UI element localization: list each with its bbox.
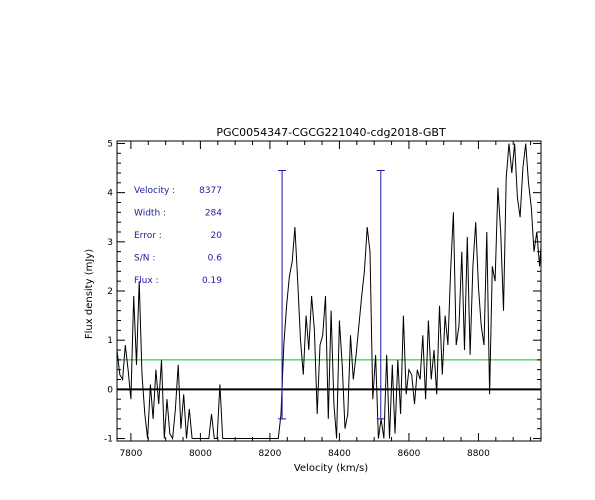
x-tick-label: 8800 (467, 449, 490, 459)
y-tick-label: 1 (107, 336, 113, 346)
x-tick-label: 8600 (397, 449, 420, 459)
y-tick-label: 4 (107, 189, 113, 199)
annotation-value: 284 (205, 209, 222, 219)
annotation-label: Width : (134, 209, 166, 219)
chart-title: PGC0054347-CGCG221040-cdg2018-GBT (216, 126, 446, 139)
velocity-markers (278, 170, 385, 420)
measurement-annotations: Velocity : 8377 Width : 284 Error : 20 S/N : 0.… (134, 186, 222, 286)
x-tick-label: 8400 (328, 449, 351, 459)
x-tick-label: 8200 (258, 449, 281, 459)
spectrum-line-0 (116, 143, 542, 441)
y-tick-label: 5 (107, 139, 113, 149)
y-tick-label: -1 (104, 435, 113, 445)
annotation-value: 0.19 (202, 276, 222, 286)
annotation-value: 0.6 (208, 254, 223, 264)
annotation-label: Error : (134, 231, 162, 241)
spectrum-series (116, 143, 542, 441)
plot-axes: 7800 8000 8200 8400 8600 8800 -1 0 1 2 3 4 5 (104, 139, 542, 459)
annotation-value: 20 (211, 231, 223, 241)
annotation-label: Velocity : (134, 186, 175, 196)
y-tick-label: 0 (107, 385, 113, 395)
x-tick-label: 8000 (189, 449, 212, 459)
y-tick-label: 3 (107, 238, 113, 248)
x-tick-label: 7800 (119, 449, 142, 459)
y-axis-label: Flux density (mJy) (84, 249, 95, 339)
annotation-label: S/N : (134, 254, 155, 264)
annotation-value: 8377 (199, 186, 222, 196)
y-tick-label: 2 (107, 287, 113, 297)
annotation-label: Flux : (134, 276, 159, 286)
x-axis-label: Velocity (km/s) (294, 463, 368, 474)
